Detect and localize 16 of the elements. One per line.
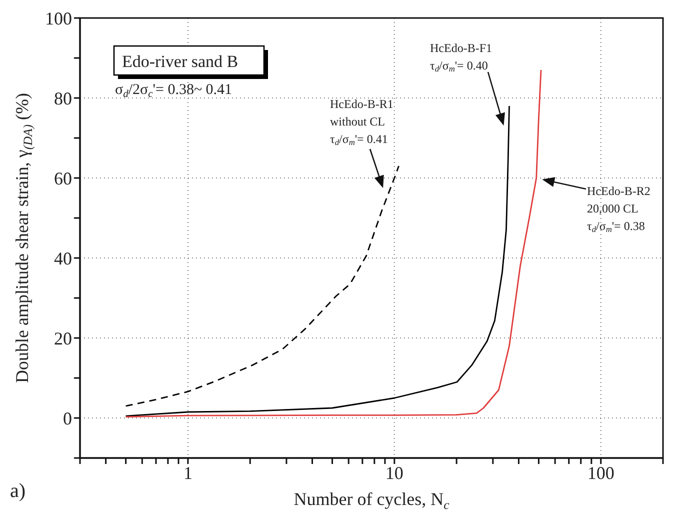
annotation: σ$_{d}$/2σ$_{c}$'= 0.38~ 0.41 (115, 82, 232, 100)
y-tick-label: 60 (54, 168, 72, 188)
y-tick-label: 20 (54, 328, 72, 348)
y-tick-label: 0 (63, 408, 72, 428)
y-tick-label: 100 (45, 8, 72, 28)
x-tick-label: 100 (587, 462, 614, 483)
x-axis-title: Number of cycles, N$_{c}$ (294, 489, 450, 512)
annotation: Edo-river sand B (122, 52, 238, 71)
annotation: HcEdo-B-F1 τ$_{d}$/σ$_{m}$'= 0.40 (430, 41, 492, 74)
x-tick-label: 1 (183, 462, 192, 483)
x-tick-label: 10 (385, 462, 404, 483)
annotation: HcEdo-B-R2 20,000 CL τ$_{d}$/σ$_{m}$'= 0.38 (587, 184, 650, 234)
text: a) (10, 480, 26, 502)
y-tick-label: 80 (54, 88, 72, 108)
annotation: HcEdo-B-R1 without CL τ$_{d}$/σ$_{m}$'= 0.41 (330, 97, 394, 148)
y-tick-label: 40 (54, 248, 72, 268)
